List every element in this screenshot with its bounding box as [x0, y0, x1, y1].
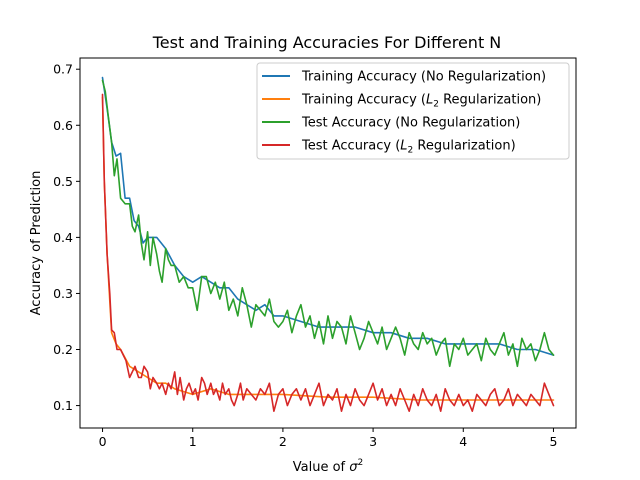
x-tick-label: 5 — [549, 434, 557, 449]
y-tick-label: 0.7 — [53, 62, 73, 77]
y-tick-label: 0.4 — [53, 230, 73, 245]
y-tick-label: 0.1 — [53, 398, 73, 413]
series-layer — [101, 76, 555, 413]
legend-items: Training Accuracy (No Regularization) Tra… — [262, 70, 546, 156]
y-axis-title: Accuracy of Prediction — [29, 171, 44, 316]
y-tick-label: 0.5 — [53, 174, 73, 189]
series-line-3 — [101, 93, 555, 413]
legend-label-3: Test Accuracy (L2 Regularization) — [301, 139, 516, 156]
x-tick-label: 0 — [99, 434, 107, 449]
x-tick-label: 2 — [279, 434, 287, 449]
legend-label-1: Training Accuracy (L2 Regularization) — [301, 93, 541, 110]
x-tick-label: 1 — [189, 434, 197, 449]
legend: Training Accuracy (No Regularization) Tra… — [256, 62, 570, 160]
y-tick-label: 0.6 — [53, 118, 73, 133]
y-tick-label: 0.3 — [53, 286, 73, 301]
x-tick-label: 3 — [369, 434, 377, 449]
series-line-0 — [101, 76, 555, 356]
x-axis: 0 1 2 3 4 5 — [99, 428, 557, 449]
x-tick-label: 4 — [459, 434, 467, 449]
x-axis-title: Value of σ2 — [293, 458, 363, 475]
legend-label-0: Training Accuracy (No Regularization) — [301, 70, 546, 85]
series-line-2 — [101, 79, 555, 368]
chart-title: Test and Training Accuracies For Differe… — [152, 33, 502, 52]
y-axis: 0.1 0.2 0.3 0.4 0.5 0.6 0.7 — [53, 62, 80, 413]
legend-box — [256, 62, 570, 160]
y-tick-label: 0.2 — [53, 342, 73, 357]
legend-label-2: Test Accuracy (No Regularization) — [301, 116, 520, 131]
plot-frame — [79, 57, 577, 429]
